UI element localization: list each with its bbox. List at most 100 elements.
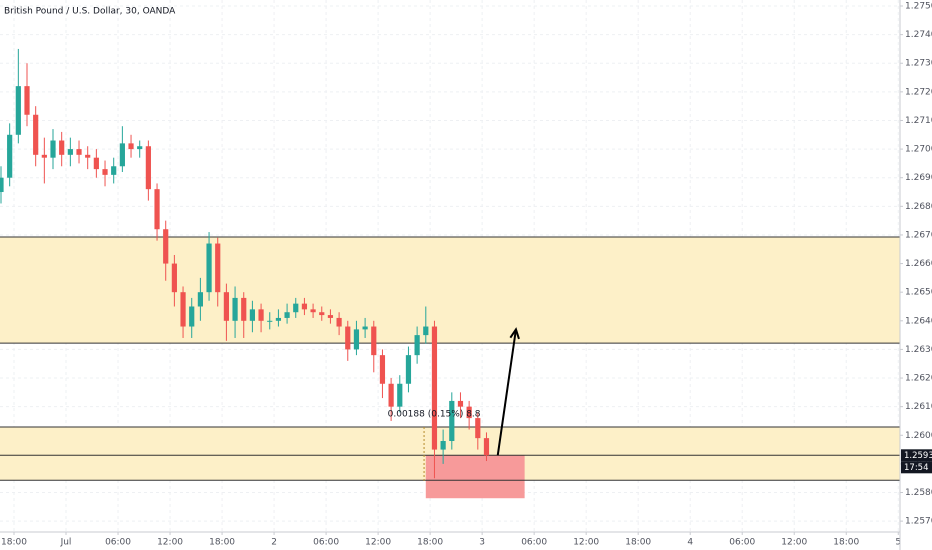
y-tick-label: 1.27000: [905, 145, 932, 155]
y-tick-label: 1.26400: [905, 316, 932, 326]
y-tick-label: 1.26700: [905, 230, 932, 240]
candle-body: [466, 406, 472, 419]
candle-body: [15, 86, 21, 135]
candle-body: [59, 140, 65, 155]
x-tick-label: 06:00: [313, 538, 339, 548]
y-tick-label: 1.27100: [905, 116, 932, 126]
candle-body: [128, 143, 134, 150]
candle-body: [137, 146, 143, 150]
candle-body: [102, 169, 108, 175]
x-tick-label: 12:00: [365, 538, 391, 548]
candle-body: [284, 312, 290, 318]
countdown-box: [901, 461, 932, 474]
y-tick-label: 1.26900: [905, 173, 932, 183]
candle-body: [67, 149, 73, 155]
candle-body: [327, 315, 334, 318]
last-price-box: [901, 449, 932, 462]
y-tick-label: 1.27200: [905, 87, 932, 97]
y-tick-label: 1.26000: [905, 431, 932, 441]
candle-body: [431, 326, 438, 450]
candle-body: [362, 326, 368, 330]
candle-body: [171, 263, 177, 293]
measure-label: 0.00188 (0.15%) 8.8: [388, 410, 481, 420]
candle-body: [310, 309, 316, 313]
x-tick-label: 5: [895, 538, 901, 548]
x-tick-label: 18:00: [209, 538, 235, 548]
candle-body: [405, 355, 412, 384]
candle-body: [293, 303, 299, 313]
candle-body: [154, 189, 160, 230]
candle-body: [241, 297, 247, 321]
y-tick-label: 1.25700: [905, 517, 932, 527]
candle-body: [345, 326, 351, 350]
candle-body: [440, 440, 446, 450]
back-layer: [0, 0, 900, 532]
x-tick-label: 18:00: [417, 538, 443, 548]
candle-body: [215, 243, 221, 293]
candle-body: [319, 312, 325, 316]
candle-body: [180, 292, 186, 327]
candle-body: [258, 309, 264, 321]
y-tick-label: 1.26100: [905, 402, 932, 412]
y-tick-label: 1.26600: [905, 259, 932, 269]
candle-body: [197, 292, 203, 307]
x-tick-label: 3: [479, 538, 485, 548]
candle-body: [397, 383, 403, 407]
candle-body: [232, 297, 238, 321]
candle-body: [336, 317, 342, 327]
candle-body: [449, 400, 455, 441]
y-tick-label: 1.27400: [905, 30, 932, 40]
candle-body: [206, 243, 212, 293]
x-tick-label: 2: [271, 538, 277, 548]
zone: [0, 236, 900, 344]
y-tick-label: 1.25800: [905, 488, 932, 498]
x-tick-label: 18:00: [625, 538, 651, 548]
candle-body: [353, 329, 360, 350]
candle-body: [0, 177, 4, 193]
x-tick-label: 06:00: [521, 538, 547, 548]
target-box: [425, 455, 525, 499]
y-tick-label: 1.27300: [905, 59, 932, 69]
candle-body: [163, 229, 169, 264]
candle-body: [371, 326, 377, 356]
arrow-head: [509, 327, 520, 340]
y-tick-label: 1.26200: [905, 374, 932, 384]
x-tick-label: 06:00: [105, 538, 131, 548]
x-tick-label: 12:00: [573, 538, 599, 548]
candle-body: [76, 149, 82, 155]
candle-body: [7, 134, 13, 178]
candle-body: [85, 154, 91, 158]
candle-body: [119, 143, 125, 167]
x-tick-label: 18:00: [1, 538, 27, 548]
candle-body: [483, 438, 490, 456]
last-price-label: 1.25930: [904, 451, 932, 461]
y-tick-label: 1.26500: [905, 288, 932, 298]
chart-title: British Pound / U.S. Dollar, 30, OANDA: [4, 7, 176, 17]
candle-body: [457, 400, 464, 407]
candle-body: [414, 335, 420, 356]
y-tick-label: 1.26800: [905, 202, 932, 212]
candle-body: [267, 320, 273, 322]
y-tick-label: 1.27500: [905, 2, 932, 12]
candle-body: [388, 383, 394, 407]
candle-body: [145, 146, 151, 190]
x-tick-label: Jul: [60, 538, 72, 548]
x-tick-label: 12:00: [781, 538, 807, 548]
candle-body: [275, 317, 282, 321]
candle-body: [33, 114, 39, 155]
x-tick-label: 18:00: [833, 538, 859, 548]
arrow-shaft: [496, 329, 517, 456]
candle-body: [423, 326, 429, 336]
candle-body: [111, 166, 117, 175]
candle-body: [189, 306, 195, 327]
candle-body: [41, 154, 47, 158]
candle-body: [93, 157, 99, 170]
candle-body: [50, 140, 56, 158]
countdown-label: 17:54: [904, 463, 929, 473]
candle-body: [379, 355, 386, 384]
x-tick-label: 4: [687, 538, 693, 548]
candle-body: [301, 303, 308, 310]
candle-body: [223, 292, 229, 321]
